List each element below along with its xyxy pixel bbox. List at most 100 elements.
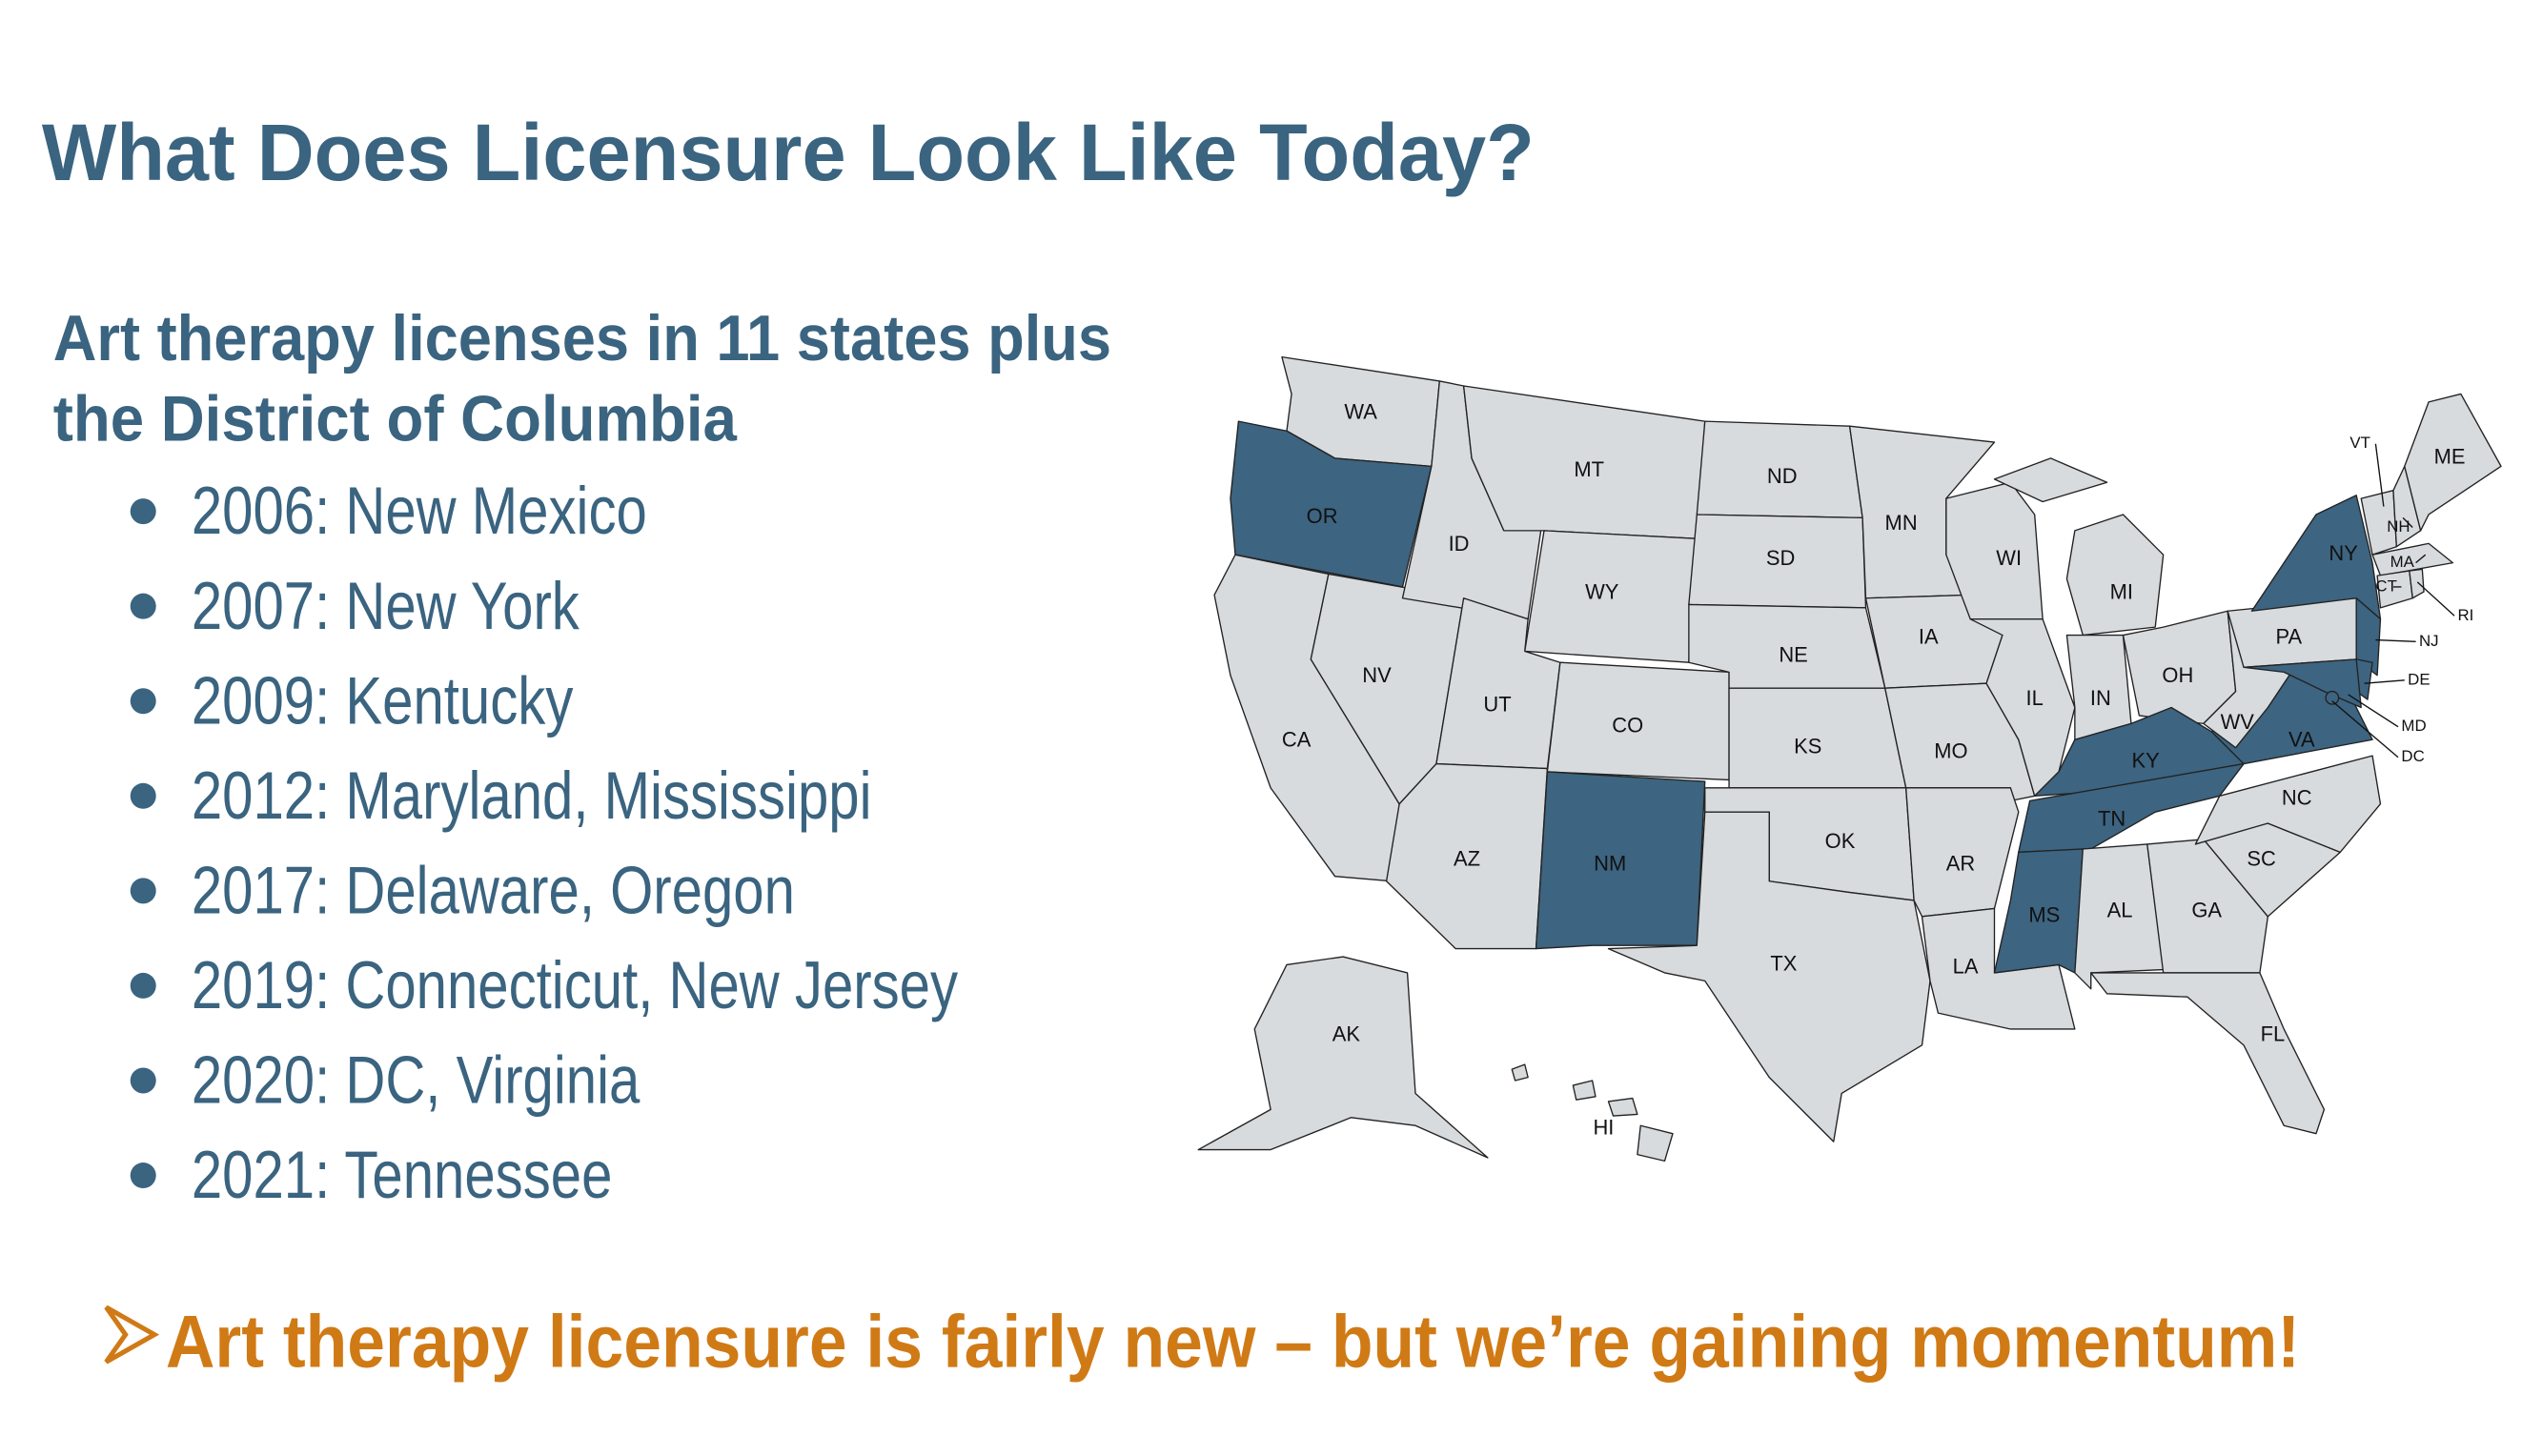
leader-line xyxy=(2348,694,2399,728)
bullet-dot xyxy=(130,782,156,809)
leader-line xyxy=(2374,443,2385,507)
state-shape xyxy=(2065,514,2165,637)
state-label: MA xyxy=(2390,553,2415,571)
bullet-dot xyxy=(130,1067,156,1094)
state-label: MS xyxy=(2028,903,2060,927)
state-label: SD xyxy=(1766,546,1795,570)
state-label: WY xyxy=(1585,579,1619,603)
state-label: AZ xyxy=(1454,847,1480,871)
state-label: NV xyxy=(1362,663,1392,687)
state-shape xyxy=(2243,658,2362,709)
state-shape xyxy=(2250,495,2382,620)
state-label: CA xyxy=(1282,728,1312,752)
state-label: WV xyxy=(2221,710,2255,734)
leader-line xyxy=(2416,581,2455,617)
state-shape xyxy=(1607,811,1931,1143)
state-shape xyxy=(1921,907,2076,1030)
state-label: MN xyxy=(1885,511,1918,535)
bullet-dot xyxy=(130,498,156,525)
state-label: ME xyxy=(2434,445,2466,469)
state-shape xyxy=(2146,839,2269,974)
bullet-text: 2021: Tennessee xyxy=(192,1137,613,1213)
leader-line xyxy=(2364,679,2405,684)
state-shape xyxy=(1993,457,2108,503)
state-label: AK xyxy=(1332,1022,1361,1046)
state-shape xyxy=(1607,1097,1638,1117)
state-label: AL xyxy=(2107,899,2133,922)
state-label: MO xyxy=(1934,739,1967,763)
bullet-text: 2017: Delaware, Oregon xyxy=(192,852,795,928)
bullet-text: 2007: New York xyxy=(192,567,580,643)
state-shape xyxy=(2409,568,2425,599)
state-shape xyxy=(1637,1124,1674,1163)
state-label: PA xyxy=(2275,625,2302,649)
state-label: TN xyxy=(2098,806,2125,830)
bullet-dot xyxy=(130,1163,156,1189)
state-shape xyxy=(1197,956,1489,1159)
subtitle-line: Art therapy licenses in 11 states plus xyxy=(53,303,1111,374)
subtitle-line: the District of Columbia xyxy=(53,383,738,455)
state-label: ID xyxy=(1449,532,1470,556)
leader-line xyxy=(2415,554,2427,564)
bullet-dot xyxy=(130,878,156,904)
state-label: AR xyxy=(1946,852,1975,876)
bullet-text: 2006: New Mexico xyxy=(192,473,647,549)
callout: Art therapy licensure is fairly new – bu… xyxy=(166,1301,2300,1383)
state-label: MT xyxy=(1574,457,1604,481)
bullet-list: 2006: New Mexico 2007: New York 2009: Kent… xyxy=(130,473,959,1213)
us-map: WA OR CA NV ID MT WY UT CO AZ NM ND SD NE KS OK TX MN IA MO… xyxy=(1197,355,2502,1163)
state-label: NJ xyxy=(2419,632,2439,650)
state-label: KS xyxy=(1794,734,1821,758)
state-label: NH xyxy=(2387,517,2410,536)
state-label: OH xyxy=(2162,663,2193,687)
state-label: NM xyxy=(1594,852,1626,876)
state-label: MD xyxy=(2401,717,2426,735)
state-label: WA xyxy=(1344,399,1377,423)
bullet-text: 2012: Maryland, Mississippi xyxy=(192,757,872,833)
leader-line xyxy=(2375,638,2416,642)
state-shape xyxy=(2090,972,2326,1135)
leader-line xyxy=(2331,700,2399,758)
state-label: IL xyxy=(2026,686,2044,710)
state-label: DE xyxy=(2408,670,2430,688)
state-label: GA xyxy=(2191,899,2222,922)
state-label: DC xyxy=(2401,747,2424,765)
state-label: UT xyxy=(1483,693,1511,717)
state-label: ND xyxy=(1767,464,1798,488)
state-shape xyxy=(2371,542,2454,576)
bullet-dot xyxy=(130,972,156,999)
state-label: CT xyxy=(2375,576,2396,595)
state-label: WI xyxy=(1996,546,2022,570)
state-label: OR xyxy=(1307,504,1338,528)
state-label: HI xyxy=(1593,1115,1614,1139)
title: What Does Licensure Look Like Today? xyxy=(42,108,1535,197)
state-shape xyxy=(1511,1063,1529,1082)
state-shape xyxy=(2194,755,2382,854)
state-shape xyxy=(2404,393,2502,532)
state-label: CO xyxy=(1612,714,1643,738)
state-shape xyxy=(1230,420,1433,588)
state-label: IN xyxy=(2090,686,2111,710)
state-label: FL xyxy=(2261,1022,2286,1046)
state-shape xyxy=(1572,1080,1597,1101)
leader-line xyxy=(2402,516,2413,528)
bullet-text: 2019: Connecticut, New Jersey xyxy=(192,947,959,1023)
bullet-dot xyxy=(130,593,156,619)
bullet-text: 2009: Kentucky xyxy=(192,662,574,738)
state-label: IA xyxy=(1919,625,1939,649)
state-label: VA xyxy=(2288,728,2315,752)
state-label: LA xyxy=(1953,955,1979,979)
state-label: RI xyxy=(2457,606,2473,624)
state-shape xyxy=(2355,597,2382,677)
bullet-dot xyxy=(130,688,156,715)
state-label: SC xyxy=(2247,847,2275,871)
state-label: TX xyxy=(1770,951,1797,975)
state-label: NE xyxy=(1779,642,1807,666)
state-shape xyxy=(2325,690,2340,705)
state-label: KY xyxy=(2131,749,2160,773)
state-label: NY xyxy=(2329,541,2358,565)
state-label: MI xyxy=(2110,579,2133,603)
callout-arrow xyxy=(104,1304,160,1365)
